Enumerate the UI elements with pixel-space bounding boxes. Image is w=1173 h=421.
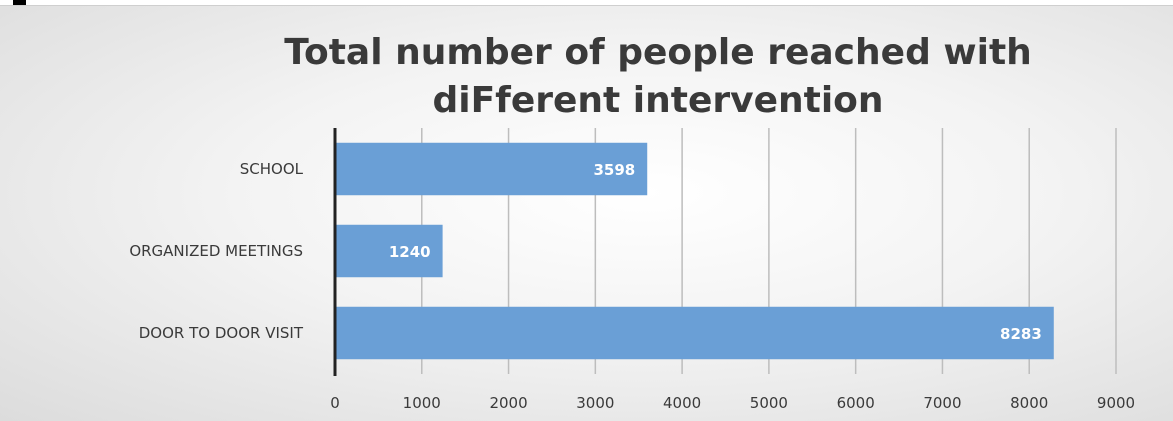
x-tick-label: 2000 [489, 394, 527, 412]
x-tick-label: 4000 [663, 394, 701, 412]
bar-value-label: 8283 [1000, 325, 1042, 343]
bar-value-label: 3598 [593, 161, 635, 179]
category-label: ORGANIZED MEETINGS [129, 242, 303, 260]
x-tick-labels: 0 1000 2000 3000 4000 5000 6000 7000 8000 9000 [330, 394, 1135, 412]
x-tick-label: 0 [330, 394, 340, 412]
bar-chart: Total number of people reached with diFfe… [129, 32, 1135, 412]
category-labels: SCHOOL ORGANIZED MEETINGS DOOR TO DOOR VIS… [129, 160, 304, 342]
chart-area: Total number of people reached with diFfe… [0, 5, 1173, 421]
x-tick-label: 5000 [750, 394, 788, 412]
x-tick-label: 8000 [1010, 394, 1048, 412]
x-tick-label: 9000 [1097, 394, 1135, 412]
x-tick-label: 6000 [837, 394, 875, 412]
chart-title-line: diFferent intervention [432, 80, 883, 121]
bars: 3598 1240 8283 [335, 142, 1054, 360]
x-tick-label: 1000 [403, 394, 441, 412]
chart-title-line: Total number of people reached with [284, 32, 1032, 73]
chart-title: Total number of people reached with diFfe… [284, 32, 1032, 121]
bar-value-label: 1240 [389, 243, 431, 261]
top-strip [0, 0, 1173, 5]
bar [335, 306, 1054, 360]
x-tick-label: 7000 [923, 394, 961, 412]
bar [335, 142, 648, 196]
category-label: SCHOOL [240, 160, 304, 178]
corner-mark [13, 0, 26, 5]
bar [335, 224, 443, 278]
x-tick-label: 3000 [576, 394, 614, 412]
category-label: DOOR TO DOOR VISIT [139, 324, 304, 342]
